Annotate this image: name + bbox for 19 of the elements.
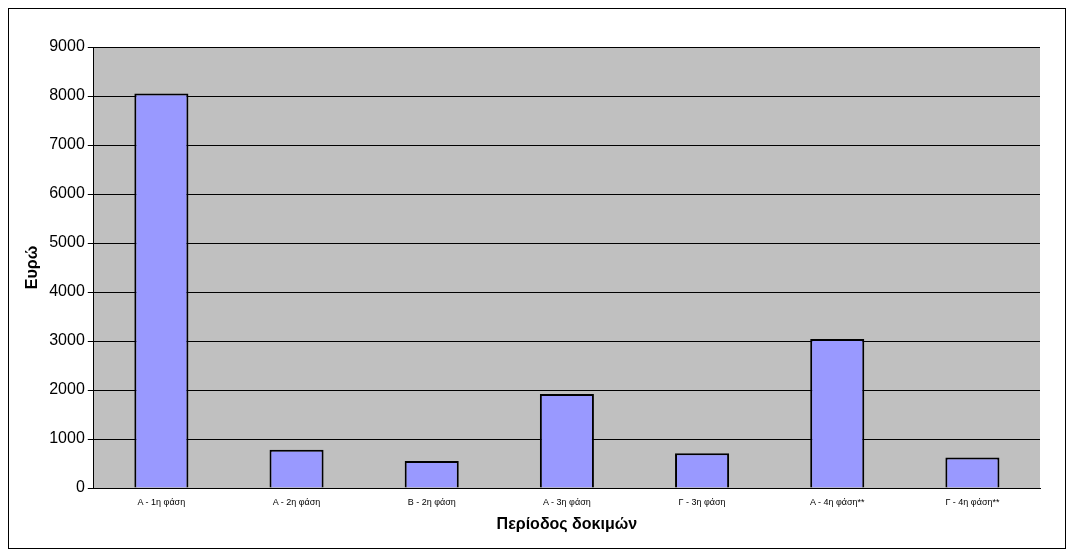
x-tick-label: Β - 2η φάση (407, 496, 456, 507)
y-tick-label: 8000 (49, 86, 85, 104)
y-tick-label: 3000 (49, 331, 85, 349)
y-tick-label: 6000 (49, 184, 85, 202)
x-axis-title: Περίοδος δοκιμών (496, 514, 638, 533)
x-tick-label: Α - 2η φάση (272, 496, 321, 507)
y-tick-label: 9000 (49, 37, 85, 55)
y-tick-label: 1000 (49, 429, 85, 447)
x-tick-label: Α - 4η φάση** (809, 496, 866, 507)
y-tick-label: 0 (75, 478, 85, 496)
y-axis-title: Ευρώ (23, 245, 41, 290)
y-tick-label: 4000 (49, 282, 85, 300)
y-tick-label: 7000 (49, 135, 85, 153)
x-tick-label: Α - 1η φάση (137, 496, 186, 507)
y-tick-label: 2000 (49, 380, 85, 398)
x-tick-label: Γ - 3η φάση (678, 496, 726, 507)
y-tick-label: 5000 (49, 233, 85, 251)
x-tick-label: Α - 3η φάση (543, 496, 591, 507)
x-tick-label: Γ - 4η φάση** (945, 496, 1000, 507)
